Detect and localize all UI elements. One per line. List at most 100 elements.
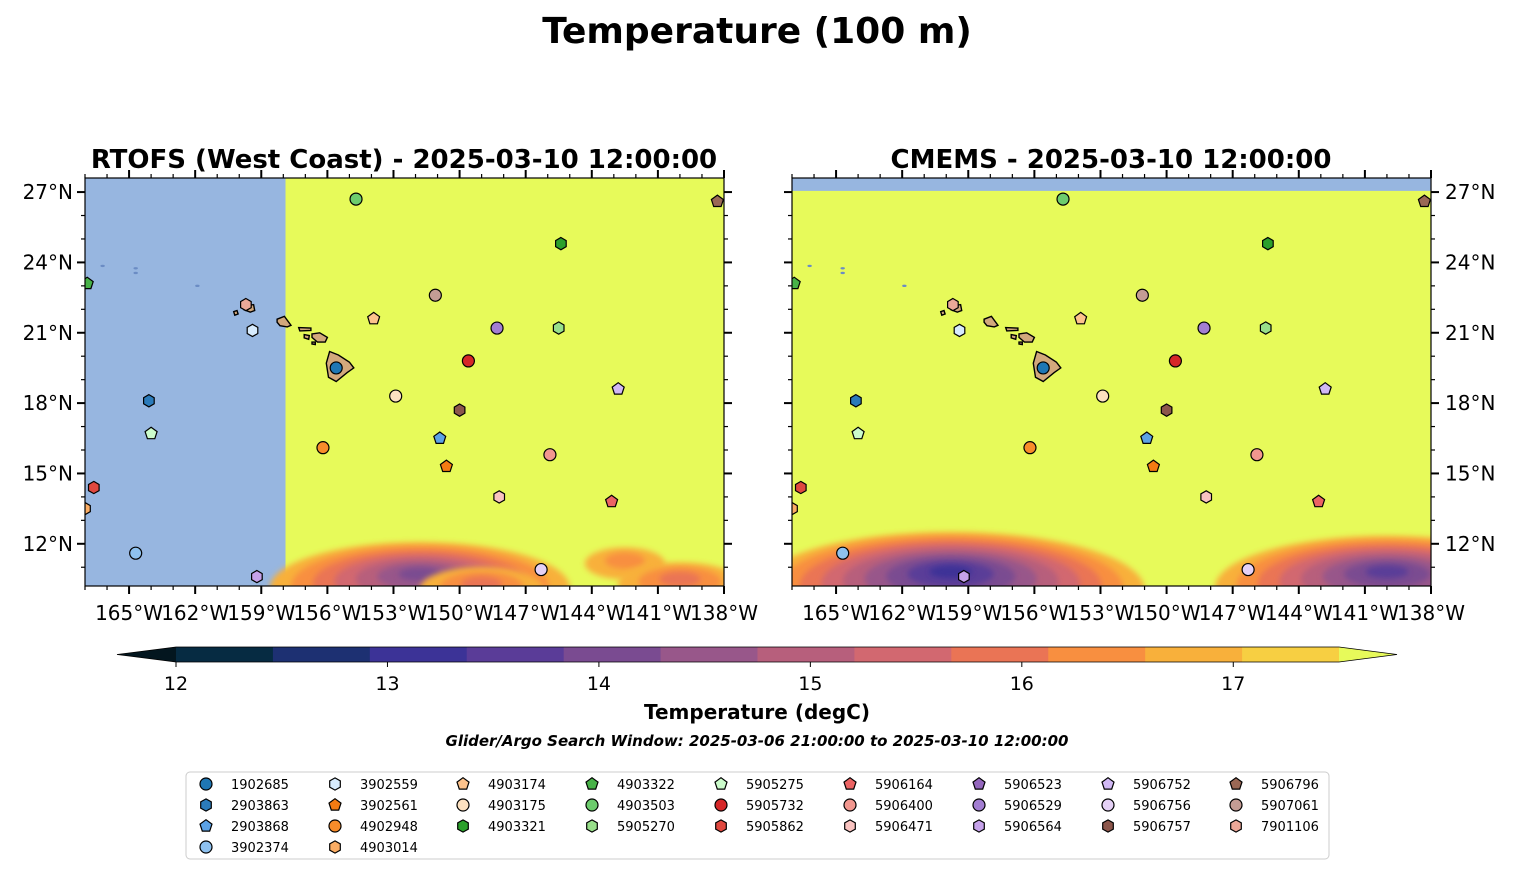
lon-tick-label: 147°W xyxy=(492,601,560,625)
legend-marker-4903321 xyxy=(457,819,469,833)
niihau-island xyxy=(939,309,946,317)
legend-item-5906529: 5906529 xyxy=(972,798,1062,814)
platform-marker-5906400 xyxy=(1250,448,1264,462)
colorbar-tick-label: 17 xyxy=(1221,673,1245,695)
platform-marker-5906164 xyxy=(1311,494,1326,508)
legend-item-2903868: 2903868 xyxy=(199,818,289,835)
platform-marker-3902559 xyxy=(246,323,259,338)
legend-label-3902561: 3902561 xyxy=(360,799,418,814)
platform-marker-4903175 xyxy=(389,389,403,403)
legend-item-5906164: 5906164 xyxy=(843,776,933,793)
legend-label-1902685: 1902685 xyxy=(231,778,289,793)
legend-marker-5906164 xyxy=(843,776,857,790)
legend-box xyxy=(185,771,1330,860)
legend-label-5906400: 5906400 xyxy=(875,799,933,814)
legend-marker-4903014 xyxy=(329,840,341,854)
legend-item-3902561: 3902561 xyxy=(328,797,418,814)
legend-label-5906471: 5906471 xyxy=(875,820,933,835)
legend-marker-5906523 xyxy=(972,776,986,790)
legend-item-5905732: 5905732 xyxy=(714,798,804,814)
legend-marker-5905275 xyxy=(714,776,728,790)
islet xyxy=(100,264,105,268)
legend-label-5906752: 5906752 xyxy=(1133,778,1191,793)
search-window-caption: Glider/Argo Search Window: 2025-03-06 21… xyxy=(446,732,1069,750)
lon-tick-label: 138°W xyxy=(1397,601,1465,625)
platform-marker-1902685 xyxy=(1036,361,1050,375)
panel-cmems: CMEMS - 2025-03-10 12:00:00 165°W162°W15… xyxy=(784,145,1495,625)
legend-item-5906523: 5906523 xyxy=(972,776,1062,793)
colorbar-tick-label: 12 xyxy=(164,673,188,695)
platform-marker-5906796 xyxy=(710,194,724,208)
platform-marker-3902374 xyxy=(836,546,850,560)
legend-marker-3902374 xyxy=(199,840,213,854)
platform-marker-5906529 xyxy=(1197,321,1211,335)
legend-label-5906756: 5906756 xyxy=(1133,799,1191,814)
legend-item-1902685: 1902685 xyxy=(199,777,289,793)
platform-marker-5905862 xyxy=(87,480,100,495)
legend-item-4903014: 4903014 xyxy=(329,840,418,856)
lon-tick-label: 150°W xyxy=(426,601,494,625)
platform-marker-5905275 xyxy=(144,426,158,440)
legend-label-4902948: 4902948 xyxy=(360,820,418,835)
legend-item-5906471: 5906471 xyxy=(844,819,933,835)
platform-marker-4903503 xyxy=(349,192,363,206)
lon-tick-label: 150°W xyxy=(1133,601,1201,625)
islet xyxy=(195,284,200,288)
legend-item-4903175: 4903175 xyxy=(456,798,546,814)
legend-label-5905862: 5905862 xyxy=(746,820,804,835)
platform-marker-3902561 xyxy=(1146,459,1161,473)
platform-markers xyxy=(792,192,1431,586)
platform-marker-5905270 xyxy=(1259,321,1272,335)
legend-marker-5906564 xyxy=(973,819,985,833)
lat-tick-label: 18°N xyxy=(23,391,73,415)
lon-tick-label: 162°W xyxy=(161,601,229,625)
oahu-island xyxy=(276,315,293,328)
platform-marker-5906471 xyxy=(493,490,506,504)
platform-marker-2903863 xyxy=(143,393,155,408)
lon-tick-label: 165°W xyxy=(802,601,870,625)
legend-label-4903322: 4903322 xyxy=(617,778,675,793)
niihau-island xyxy=(232,309,239,317)
map-frame xyxy=(84,177,725,587)
platform-marker-5906757 xyxy=(1160,403,1173,417)
panel-title-rtofs: RTOFS (West Coast) - 2025-03-10 12:00:00 xyxy=(91,145,717,175)
warm-field xyxy=(792,178,1431,586)
legend-marker-2903868 xyxy=(199,818,213,832)
legend-label-7901106: 7901106 xyxy=(1261,820,1319,835)
lon-tick-label: 162°W xyxy=(868,601,936,625)
colorbar-segment xyxy=(757,647,855,662)
platform-marker-4903322 xyxy=(85,276,94,290)
colorbar-segment xyxy=(854,647,952,662)
panel-rtofs: RTOFS (West Coast) - 2025-03-10 12:00:00… xyxy=(23,145,759,625)
colorbar-tick-label: 16 xyxy=(1010,673,1034,695)
colorbar-segment xyxy=(951,647,1049,662)
lat-tick-label: 24°N xyxy=(23,250,73,274)
legend-marker-4903175 xyxy=(456,798,470,812)
platform-marker-4903175 xyxy=(1096,389,1110,403)
cold-contour xyxy=(604,552,645,569)
islet xyxy=(840,267,845,270)
no-data-region xyxy=(792,178,1431,191)
platform-marker-5905270 xyxy=(552,321,565,335)
legend-item-5906400: 5906400 xyxy=(843,798,933,814)
lat-tick-label: 12°N xyxy=(23,532,73,556)
lat-tick-label: 21°N xyxy=(23,321,73,345)
legend-item-5905270: 5905270 xyxy=(586,819,675,835)
platform-marker-5905732 xyxy=(461,354,475,368)
lat-tick-label: 15°N xyxy=(23,461,73,485)
legend-marker-5906529 xyxy=(972,798,986,812)
maui-island xyxy=(311,332,329,343)
map-axes: 165°W162°W159°W156°W153°W150°W147°W144°W… xyxy=(23,170,758,625)
lon-tick-label: 165°W xyxy=(95,601,163,625)
cold-contour xyxy=(659,571,701,586)
legend: 1902685 2903863 2903868 3902374 3902559 39025… xyxy=(185,771,1330,860)
platform-marker-5906564 xyxy=(957,569,970,584)
islet xyxy=(133,271,138,275)
colorbar-tick-label: 13 xyxy=(375,673,399,695)
lon-tick-label: 141°W xyxy=(624,601,692,625)
legend-label-2903868: 2903868 xyxy=(231,820,289,835)
legend-label-3902559: 3902559 xyxy=(360,778,418,793)
legend-label-4903174: 4903174 xyxy=(488,778,546,793)
legend-label-5907061: 5907061 xyxy=(1261,799,1319,814)
cold-anomalies xyxy=(270,542,724,586)
